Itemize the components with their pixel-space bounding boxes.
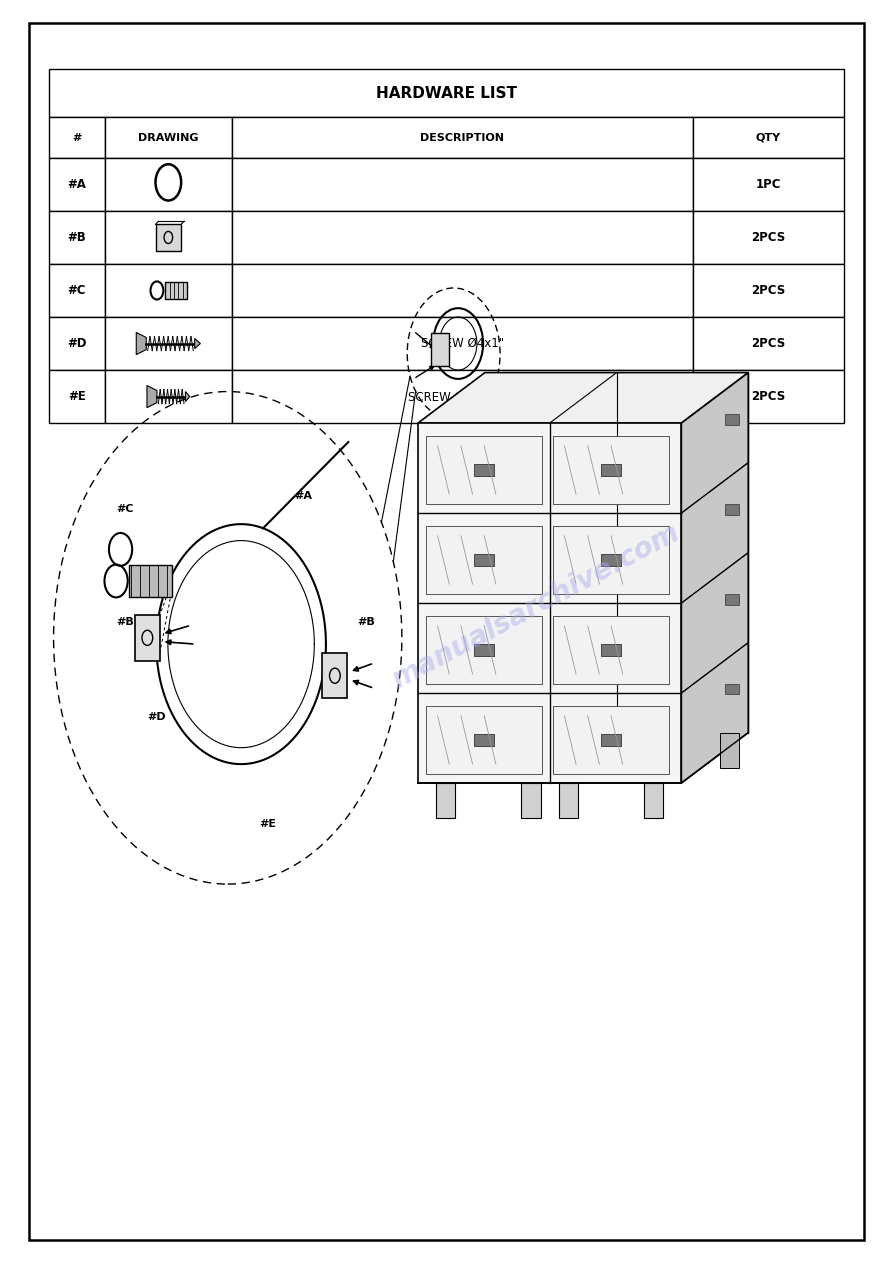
FancyBboxPatch shape: [693, 264, 844, 317]
FancyBboxPatch shape: [693, 370, 844, 423]
Text: #E: #E: [68, 390, 86, 403]
FancyBboxPatch shape: [104, 158, 232, 211]
FancyBboxPatch shape: [104, 264, 232, 317]
Text: #B: #B: [116, 618, 134, 628]
Text: HARDWARE LIST: HARDWARE LIST: [376, 86, 517, 101]
FancyBboxPatch shape: [135, 615, 160, 661]
Polygon shape: [474, 465, 494, 476]
Text: 2PCS: 2PCS: [751, 337, 786, 350]
FancyBboxPatch shape: [104, 317, 232, 370]
Text: 2PCS: 2PCS: [751, 284, 786, 297]
Polygon shape: [474, 554, 494, 566]
Polygon shape: [720, 733, 739, 768]
FancyBboxPatch shape: [232, 117, 693, 158]
Polygon shape: [147, 385, 157, 408]
FancyBboxPatch shape: [431, 333, 449, 366]
FancyBboxPatch shape: [693, 158, 844, 211]
Polygon shape: [644, 783, 663, 818]
FancyBboxPatch shape: [322, 653, 347, 698]
FancyBboxPatch shape: [104, 370, 232, 423]
Text: #B: #B: [357, 618, 375, 628]
Polygon shape: [522, 783, 541, 818]
Polygon shape: [426, 525, 543, 595]
Text: SCREW Ø4x1": SCREW Ø4x1": [421, 337, 504, 350]
Text: #C: #C: [116, 504, 134, 514]
Polygon shape: [418, 423, 681, 783]
Text: #A: #A: [68, 178, 87, 191]
Text: QTY: QTY: [755, 133, 781, 143]
Polygon shape: [725, 685, 739, 695]
FancyBboxPatch shape: [232, 264, 693, 317]
FancyBboxPatch shape: [49, 69, 844, 117]
Text: #D: #D: [147, 712, 165, 722]
Polygon shape: [474, 644, 494, 655]
FancyBboxPatch shape: [232, 211, 693, 264]
Text: manualsarchive.com: manualsarchive.com: [387, 518, 685, 695]
FancyBboxPatch shape: [49, 211, 104, 264]
Polygon shape: [436, 783, 455, 818]
FancyBboxPatch shape: [693, 117, 844, 158]
Text: #C: #C: [68, 284, 87, 297]
FancyBboxPatch shape: [49, 370, 104, 423]
Polygon shape: [601, 644, 621, 655]
Polygon shape: [195, 338, 200, 349]
FancyBboxPatch shape: [49, 158, 104, 211]
FancyBboxPatch shape: [232, 370, 693, 423]
Text: 1PC: 1PC: [755, 178, 781, 191]
FancyBboxPatch shape: [232, 317, 693, 370]
Polygon shape: [601, 734, 621, 745]
Text: #A: #A: [295, 491, 313, 501]
Polygon shape: [474, 734, 494, 745]
FancyBboxPatch shape: [29, 23, 864, 1240]
Polygon shape: [681, 373, 748, 783]
Text: #D: #D: [67, 337, 87, 350]
Polygon shape: [186, 392, 189, 402]
FancyBboxPatch shape: [693, 211, 844, 264]
FancyBboxPatch shape: [104, 211, 232, 264]
Text: SCREW Ø4x11/16": SCREW Ø4x11/16": [407, 390, 517, 403]
Polygon shape: [553, 436, 670, 504]
Polygon shape: [426, 706, 543, 774]
Polygon shape: [426, 616, 543, 685]
Text: DESCRIPTION: DESCRIPTION: [421, 133, 505, 143]
Polygon shape: [553, 706, 670, 774]
Polygon shape: [553, 525, 670, 595]
Text: 2PCS: 2PCS: [751, 231, 786, 244]
Text: #: #: [72, 133, 81, 143]
FancyBboxPatch shape: [165, 283, 187, 298]
FancyBboxPatch shape: [49, 117, 104, 158]
Text: 2PCS: 2PCS: [751, 390, 786, 403]
FancyBboxPatch shape: [155, 225, 181, 250]
Polygon shape: [137, 332, 146, 355]
Polygon shape: [725, 414, 739, 424]
Polygon shape: [725, 595, 739, 605]
Text: #E: #E: [259, 820, 277, 830]
FancyBboxPatch shape: [104, 117, 232, 158]
Text: #B: #B: [68, 231, 87, 244]
Polygon shape: [725, 504, 739, 514]
Polygon shape: [601, 554, 621, 566]
Polygon shape: [426, 436, 543, 504]
Text: DRAWING: DRAWING: [138, 133, 198, 143]
FancyBboxPatch shape: [129, 565, 172, 597]
FancyBboxPatch shape: [49, 264, 104, 317]
FancyBboxPatch shape: [693, 317, 844, 370]
FancyBboxPatch shape: [49, 317, 104, 370]
FancyBboxPatch shape: [232, 158, 693, 211]
Polygon shape: [418, 373, 748, 423]
Polygon shape: [559, 783, 579, 818]
Polygon shape: [553, 616, 670, 685]
Polygon shape: [601, 465, 621, 476]
